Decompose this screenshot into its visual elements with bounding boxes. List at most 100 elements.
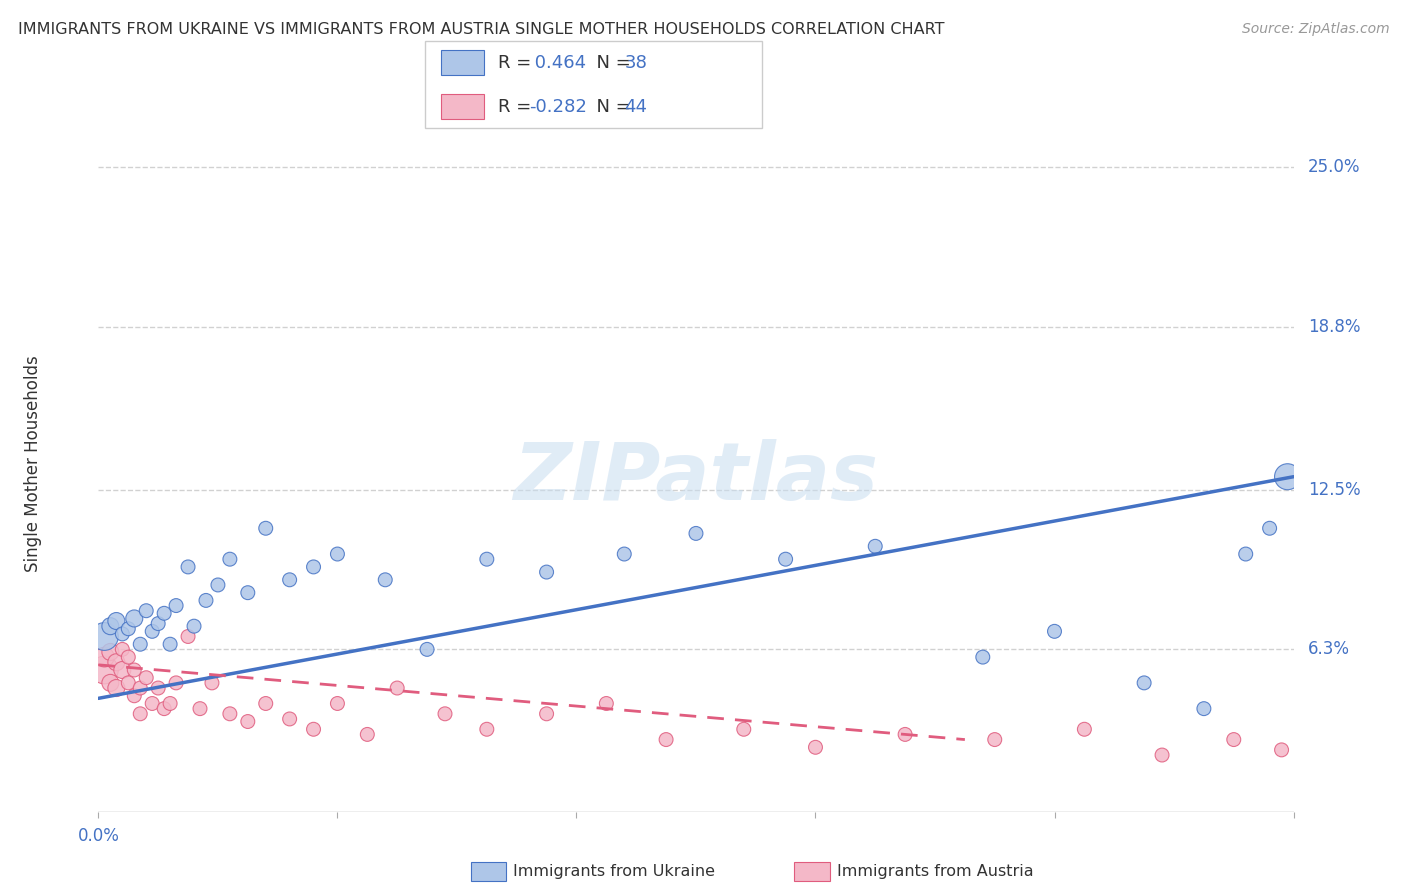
Point: [207, 578, 229, 592]
Text: Single Mother Households: Single Mother Households: [24, 356, 42, 572]
Point: [117, 650, 139, 665]
Point: [165, 599, 187, 613]
Point: [983, 732, 1005, 747]
Text: 38: 38: [624, 54, 647, 72]
Point: [105, 681, 128, 695]
Point: [93, 630, 115, 644]
Point: [124, 663, 146, 677]
Point: [135, 671, 157, 685]
Point: [141, 697, 163, 711]
Point: [1150, 747, 1173, 762]
Text: 0.464: 0.464: [529, 54, 586, 72]
Point: [1192, 701, 1215, 715]
Point: [733, 723, 755, 737]
Point: [111, 627, 134, 641]
Point: [475, 723, 498, 737]
Point: [141, 624, 163, 639]
Point: [1073, 723, 1095, 737]
Point: [159, 697, 181, 711]
Point: [177, 560, 200, 574]
Point: [302, 560, 325, 574]
Point: [129, 637, 152, 651]
Point: [124, 611, 146, 625]
Point: [254, 521, 277, 535]
Point: [93, 663, 115, 677]
Point: [475, 552, 498, 566]
Point: [1271, 743, 1294, 757]
Point: [236, 585, 259, 599]
Point: [374, 573, 396, 587]
Point: [105, 655, 128, 669]
Point: [1258, 521, 1281, 535]
Point: [124, 689, 146, 703]
Point: [894, 727, 917, 741]
Point: [1234, 547, 1257, 561]
Point: [1133, 676, 1156, 690]
Text: R =: R =: [498, 54, 537, 72]
Point: [1043, 624, 1066, 639]
Text: 12.5%: 12.5%: [1308, 481, 1361, 499]
Point: [188, 701, 211, 715]
Point: [98, 619, 122, 633]
Text: 6.3%: 6.3%: [1308, 640, 1350, 658]
Point: [177, 630, 200, 644]
Point: [105, 614, 128, 628]
Point: [536, 565, 558, 579]
Point: [148, 681, 170, 695]
Point: [219, 706, 242, 721]
Point: [685, 526, 707, 541]
Text: Source: ZipAtlas.com: Source: ZipAtlas.com: [1241, 22, 1389, 37]
Text: 44: 44: [624, 97, 647, 116]
Text: IMMIGRANTS FROM UKRAINE VS IMMIGRANTS FROM AUSTRIA SINGLE MOTHER HOUSEHOLDS CORR: IMMIGRANTS FROM UKRAINE VS IMMIGRANTS FR…: [18, 22, 945, 37]
Point: [278, 573, 301, 587]
Point: [159, 637, 181, 651]
Point: [385, 681, 409, 695]
Point: [972, 650, 994, 665]
Point: [416, 642, 439, 657]
Point: [194, 593, 218, 607]
Point: [278, 712, 301, 726]
Point: [98, 676, 122, 690]
Point: [326, 697, 349, 711]
Point: [117, 676, 139, 690]
Point: [865, 539, 887, 553]
Point: [117, 622, 139, 636]
Point: [98, 645, 122, 659]
Point: [804, 740, 827, 755]
Point: [93, 650, 115, 665]
Point: [219, 552, 242, 566]
Point: [613, 547, 636, 561]
Point: [356, 727, 378, 741]
Point: [111, 663, 134, 677]
Text: -0.282: -0.282: [529, 97, 586, 116]
Point: [254, 697, 277, 711]
Point: [129, 681, 152, 695]
Point: [595, 697, 617, 711]
Text: ZIPatlas: ZIPatlas: [513, 439, 879, 516]
Text: Immigrants from Ukraine: Immigrants from Ukraine: [513, 864, 716, 879]
Point: [129, 706, 152, 721]
Text: N =: N =: [585, 97, 637, 116]
Point: [153, 701, 176, 715]
Point: [536, 706, 558, 721]
Point: [165, 676, 187, 690]
Text: R =: R =: [498, 97, 537, 116]
Point: [135, 604, 157, 618]
Text: 0.0%: 0.0%: [77, 827, 120, 845]
Point: [1277, 469, 1299, 483]
Point: [302, 723, 325, 737]
Text: N =: N =: [585, 54, 637, 72]
Point: [434, 706, 457, 721]
Point: [183, 619, 205, 633]
Point: [236, 714, 259, 729]
Point: [1223, 732, 1246, 747]
Text: 18.8%: 18.8%: [1308, 318, 1361, 336]
Point: [201, 676, 224, 690]
Point: [655, 732, 678, 747]
Text: Immigrants from Austria: Immigrants from Austria: [837, 864, 1033, 879]
Point: [111, 642, 134, 657]
Point: [775, 552, 797, 566]
Point: [148, 616, 170, 631]
Point: [326, 547, 349, 561]
Point: [153, 607, 176, 621]
